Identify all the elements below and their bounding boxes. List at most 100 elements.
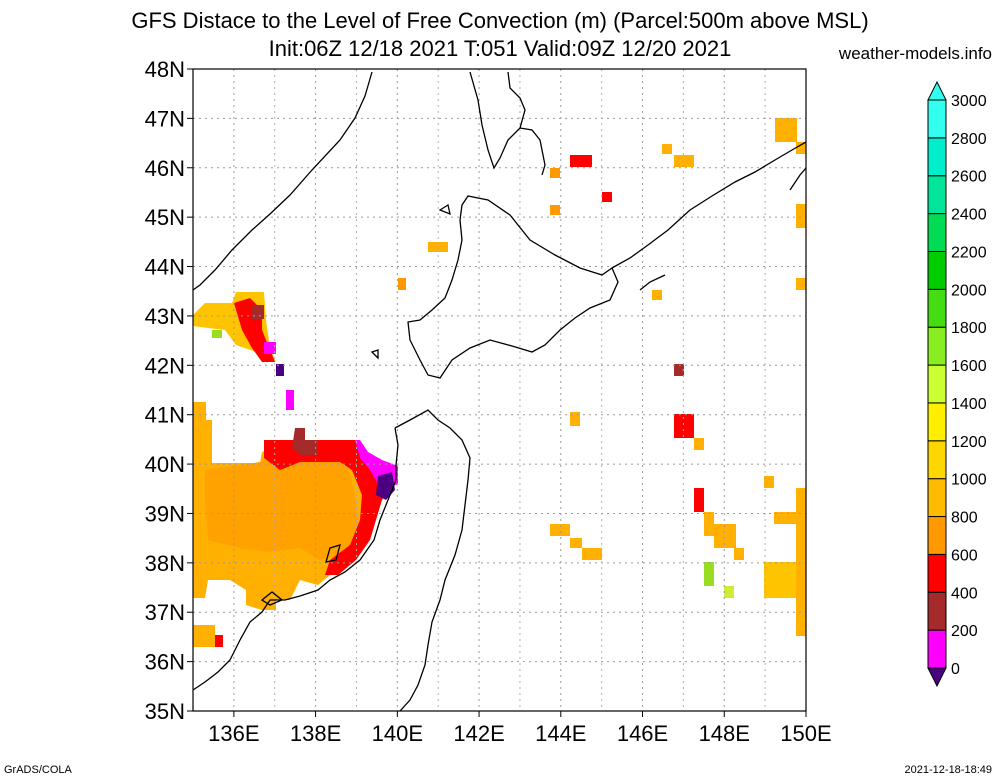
- field-pixel: [694, 438, 704, 450]
- coast-kuril: [611, 141, 806, 269]
- colorbar-max-arrow: [927, 80, 947, 101]
- colorbar-swatch: [927, 213, 947, 252]
- field-pixel: [774, 512, 796, 524]
- field-pixel: [704, 512, 714, 536]
- colorbar-label: 400: [951, 585, 978, 602]
- map-grid: [193, 69, 806, 711]
- colorbar-min-arrow: [927, 667, 947, 688]
- coastlines: [193, 71, 806, 711]
- field-pixel: [662, 144, 672, 154]
- lat-tick-label: 42N: [145, 353, 185, 378]
- field-patch-north-indigo: [276, 364, 284, 376]
- field-pixel: [570, 538, 582, 548]
- field-pixel: [428, 242, 448, 252]
- field-pixel: [398, 278, 406, 290]
- lat-tick-label: 48N: [145, 57, 185, 82]
- field-pixel: [550, 205, 560, 215]
- coast-sakhalin: [469, 71, 526, 170]
- footer-credit: GrADS/COLA: [4, 764, 72, 776]
- colorbar-swatch: [927, 553, 947, 593]
- colorbar-swatch: [927, 516, 947, 555]
- colorbar-label: 200: [951, 623, 978, 640]
- colorbar-label: 1800: [951, 320, 987, 337]
- field-patch-north-magenta: [264, 342, 276, 354]
- field-pixel: [694, 488, 704, 512]
- field-pixel: [674, 155, 694, 167]
- field-pixel: [714, 524, 736, 548]
- field-pixel: [550, 524, 570, 536]
- colorbar-swatch: [927, 288, 947, 328]
- lon-tick-label: 136E: [208, 721, 259, 746]
- field-pixel: [570, 412, 580, 426]
- lat-tick-label: 47N: [145, 106, 185, 131]
- lon-tick-label: 148E: [699, 721, 750, 746]
- colorbar-label: 1400: [951, 396, 987, 413]
- lat-tick-label: 36N: [145, 650, 185, 675]
- lat-tick-label: 41N: [145, 403, 185, 428]
- lon-tick-label: 144E: [535, 721, 586, 746]
- colorbar-label: 2600: [951, 169, 987, 186]
- lat-tick-label: 38N: [145, 551, 185, 576]
- lon-tick-label: 140E: [372, 721, 423, 746]
- colorbar-swatch: [927, 629, 947, 669]
- colorbar-swatch: [927, 326, 947, 366]
- coast-island: [370, 349, 379, 360]
- colorbar-swatch: [927, 250, 947, 290]
- colorbar-swatch: [927, 402, 947, 442]
- coast-island: [438, 203, 451, 216]
- field-pixel: [570, 155, 592, 167]
- field-pixel: [734, 548, 744, 560]
- field-patch-orange: [205, 450, 360, 560]
- field-patch-north-magenta2: [286, 390, 294, 410]
- colorbar-label: 0: [951, 661, 960, 678]
- site-credit: weather-models.info: [838, 44, 992, 63]
- field-pixel: [764, 476, 774, 488]
- field-patch-red-rim: [264, 440, 395, 575]
- coast-kamchatka: [789, 167, 806, 191]
- lfc-field: [193, 118, 806, 647]
- lat-tick-label: 39N: [145, 501, 185, 526]
- footer-timestamp: 2021-12-18-18:49: [904, 764, 992, 776]
- plot-frame: [192, 68, 807, 712]
- field-pixel: [796, 204, 806, 228]
- lat-tick-label: 40N: [145, 452, 185, 477]
- colorbar-label: 1600: [951, 358, 987, 375]
- colorbar-swatch: [927, 364, 947, 404]
- field-pixel: [775, 118, 797, 142]
- chart-subtitle: Init:06Z 12/18 2021 T:051 Valid:09Z 12/2…: [268, 36, 732, 61]
- field-patch-oki-red: [215, 635, 223, 647]
- coast-sakhalin-east: [519, 127, 546, 176]
- field-pixel: [724, 586, 734, 598]
- field-pixel: [796, 142, 806, 154]
- coast-kuril2: [639, 274, 666, 291]
- colorbar-swatch: [927, 478, 947, 518]
- colorbar-label: 3000: [951, 93, 987, 110]
- colorbar-label: 1000: [951, 472, 987, 489]
- colorbar-swatch: [927, 440, 947, 480]
- field-patch-brown: [292, 428, 318, 455]
- lon-labels: 136E 138E 140E 142E 144E 146E 148E 150E: [208, 711, 832, 746]
- colorbar-label: 2200: [951, 244, 987, 261]
- colorbar-label: 2000: [951, 282, 987, 299]
- coast-island: [325, 544, 341, 563]
- lat-tick-label: 43N: [145, 304, 185, 329]
- coast-honshu: [193, 409, 471, 711]
- field-pixel: [674, 414, 694, 438]
- field-pixel: [764, 562, 796, 598]
- colorbar-label: 2400: [951, 207, 987, 224]
- field-patch-north-green: [212, 330, 222, 338]
- lat-tick-label: 37N: [145, 600, 185, 625]
- colorbar-label: 2800: [951, 131, 987, 148]
- lat-tick-label: 44N: [145, 255, 185, 280]
- field-patch-indigo: [376, 472, 395, 500]
- lat-tick-label: 45N: [145, 205, 185, 230]
- lon-tick-label: 150E: [780, 721, 831, 746]
- colorbar-label: 1200: [951, 434, 987, 451]
- field-pixel: [602, 192, 612, 202]
- field-pixel: [652, 290, 662, 300]
- field-pixel: [704, 562, 714, 586]
- field-pixel: [796, 488, 806, 636]
- colorbar-swatch: [927, 137, 947, 177]
- colorbar-swatch: [927, 99, 947, 139]
